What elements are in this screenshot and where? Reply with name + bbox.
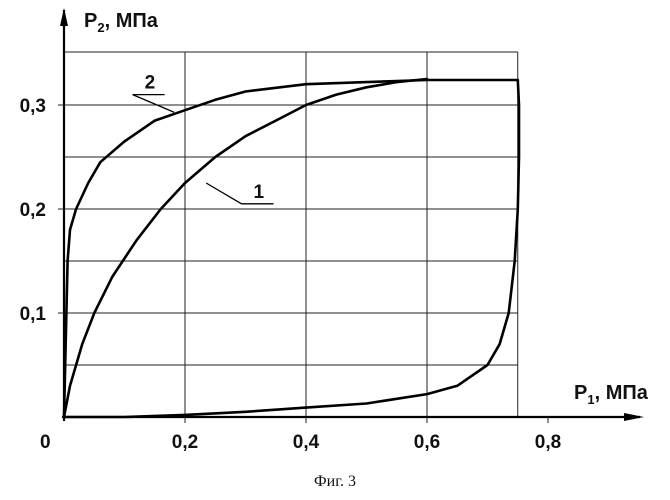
curve-2-label: 2 (145, 73, 156, 94)
x-tick-label: 0,6 (414, 432, 440, 453)
tick-labels: 0,2 0,4 0,6 0,8 0,1 0,2 0,3 (20, 96, 562, 453)
curve-labels: 12 (133, 73, 274, 204)
x-axis-arrow (624, 413, 644, 421)
chart: 0,20,40,60,80,10,20,3 12 P2, МПа P1, МПа… (0, 0, 670, 470)
y-axis-arrow (60, 8, 68, 26)
y-tick-label: 0,3 (20, 96, 46, 117)
curve-2-leader (133, 95, 175, 113)
curve-1-label: 1 (254, 182, 265, 203)
grid-lines (64, 52, 518, 417)
y-tick-label: 0,1 (20, 304, 47, 325)
x-tick-label: 0,2 (172, 432, 198, 453)
curves (64, 79, 519, 417)
axes (58, 8, 644, 423)
x-axis-title: P1, МПа (574, 382, 649, 407)
series-1-curve (64, 79, 427, 417)
figure-caption: Фиг. 3 (0, 473, 670, 491)
y-axis-title: P2, МПа (84, 10, 159, 35)
x-tick-label: 0,8 (535, 432, 561, 453)
y-tick-label: 0,2 (20, 200, 46, 221)
x-tick-label: 0,4 (293, 432, 320, 453)
origin-label: 0 (40, 432, 51, 453)
